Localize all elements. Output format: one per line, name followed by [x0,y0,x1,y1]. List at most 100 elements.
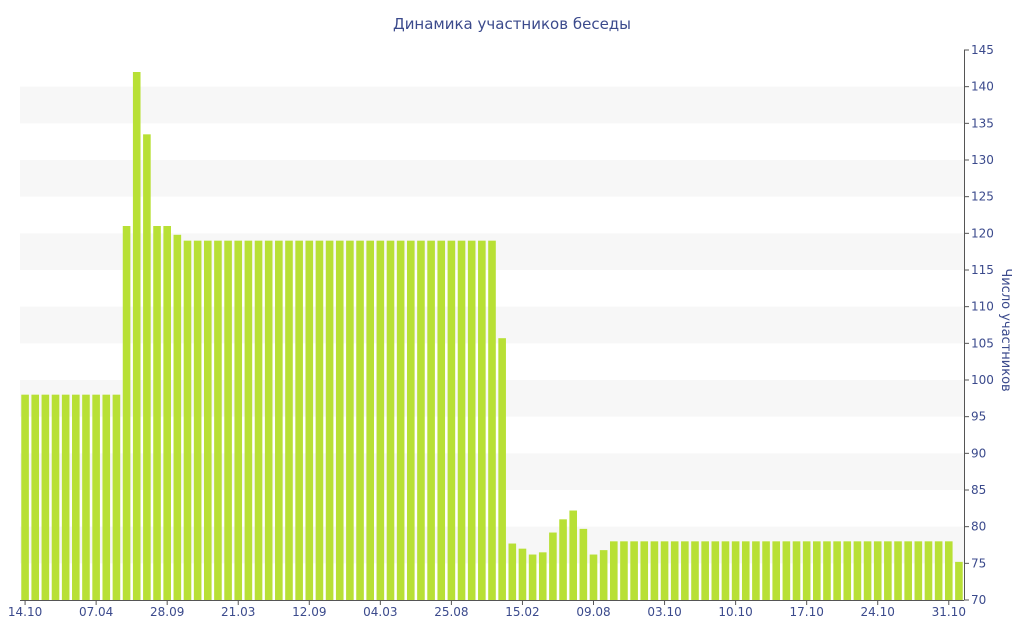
y-tick-label: 140 [971,80,994,94]
y-tick-label: 85 [971,483,986,497]
bar [143,134,151,600]
bar [833,541,841,600]
y-tick-label: 120 [971,226,994,240]
bar [305,240,314,601]
bar [356,240,364,601]
bar [61,394,70,600]
bar [203,240,212,601]
bar [944,541,953,600]
y-tick-label: 100 [971,373,994,387]
bar [132,72,141,600]
bar [21,394,29,600]
x-tick-label: 21.03 [221,605,255,619]
bar [701,541,709,600]
bar [802,541,811,600]
bar [467,240,476,601]
x-tick-label: 04.03 [363,605,397,619]
y-tick-label: 75 [971,556,986,570]
bar [670,541,679,600]
y-tick-label: 145 [971,43,994,57]
axes-layer: 70 75 80 85 90 95 100 105 110 115 120 125 130 135 140 1… [8,43,994,619]
bar [660,541,669,600]
bar [853,541,862,600]
y-tick-label: 115 [971,263,994,277]
bar [315,240,324,601]
bar [346,240,354,601]
bar [538,552,547,600]
bar [934,541,943,600]
bar [427,240,435,601]
bar [325,240,334,601]
bar [508,543,517,600]
bar [528,554,537,600]
x-tick-label: 24.10 [861,605,895,619]
bar [884,541,892,600]
bar [711,541,720,600]
bar [488,240,496,601]
chart-title: Динамика участников беседы [393,15,631,33]
x-tick-label: 15.02 [505,605,539,619]
bar [610,541,618,600]
bar [275,240,283,601]
x-tick-label: 09.08 [576,605,610,619]
x-tick-label: 07.04 [79,605,113,619]
bar [955,561,963,600]
bar [579,528,588,600]
bar [224,240,232,601]
y-tick-label: 80 [971,520,986,534]
bar [549,532,557,600]
grid-band [20,86,964,124]
bar [72,394,80,600]
x-tick-label: 12.09 [292,605,326,619]
bar [183,240,192,601]
bar [782,541,791,600]
bar [630,541,638,600]
bar [843,541,852,600]
bar [173,234,182,601]
bar [92,394,100,600]
bar [640,541,649,600]
bar [904,541,912,600]
bar [112,394,121,600]
bar [731,541,740,600]
bar [153,226,161,600]
bar [457,240,466,601]
bar [437,240,446,601]
bar [721,541,730,600]
bar [82,394,90,600]
bar [924,541,933,600]
bar [518,548,527,600]
bar [163,226,171,600]
x-tick-label: 03.10 [647,605,681,619]
bar [396,240,405,601]
bar [752,541,760,600]
bar [792,541,801,600]
bar [772,541,781,600]
bar [589,554,598,600]
bar [447,240,456,601]
bar [559,519,567,600]
y-tick-label: 95 [971,410,986,424]
bar [762,541,770,600]
x-tick-label: 14.10 [8,605,42,619]
bar [599,550,608,600]
bar [650,541,659,600]
bar [873,541,882,600]
bar [102,394,111,600]
bar [366,240,374,601]
bar [244,240,253,601]
y-axis-label: Число участников [998,268,1013,391]
x-tick-label: 28.09 [150,605,184,619]
x-tick-label: 25.08 [434,605,468,619]
bar [376,240,385,601]
x-tick-label: 31.10 [932,605,966,619]
bar [51,394,60,600]
bar [813,541,821,600]
y-tick-label: 70 [971,593,986,607]
bar [478,240,486,601]
x-tick-label: 10.10 [718,605,752,619]
y-tick-label: 105 [971,336,994,350]
y-tick-label: 135 [971,116,994,130]
